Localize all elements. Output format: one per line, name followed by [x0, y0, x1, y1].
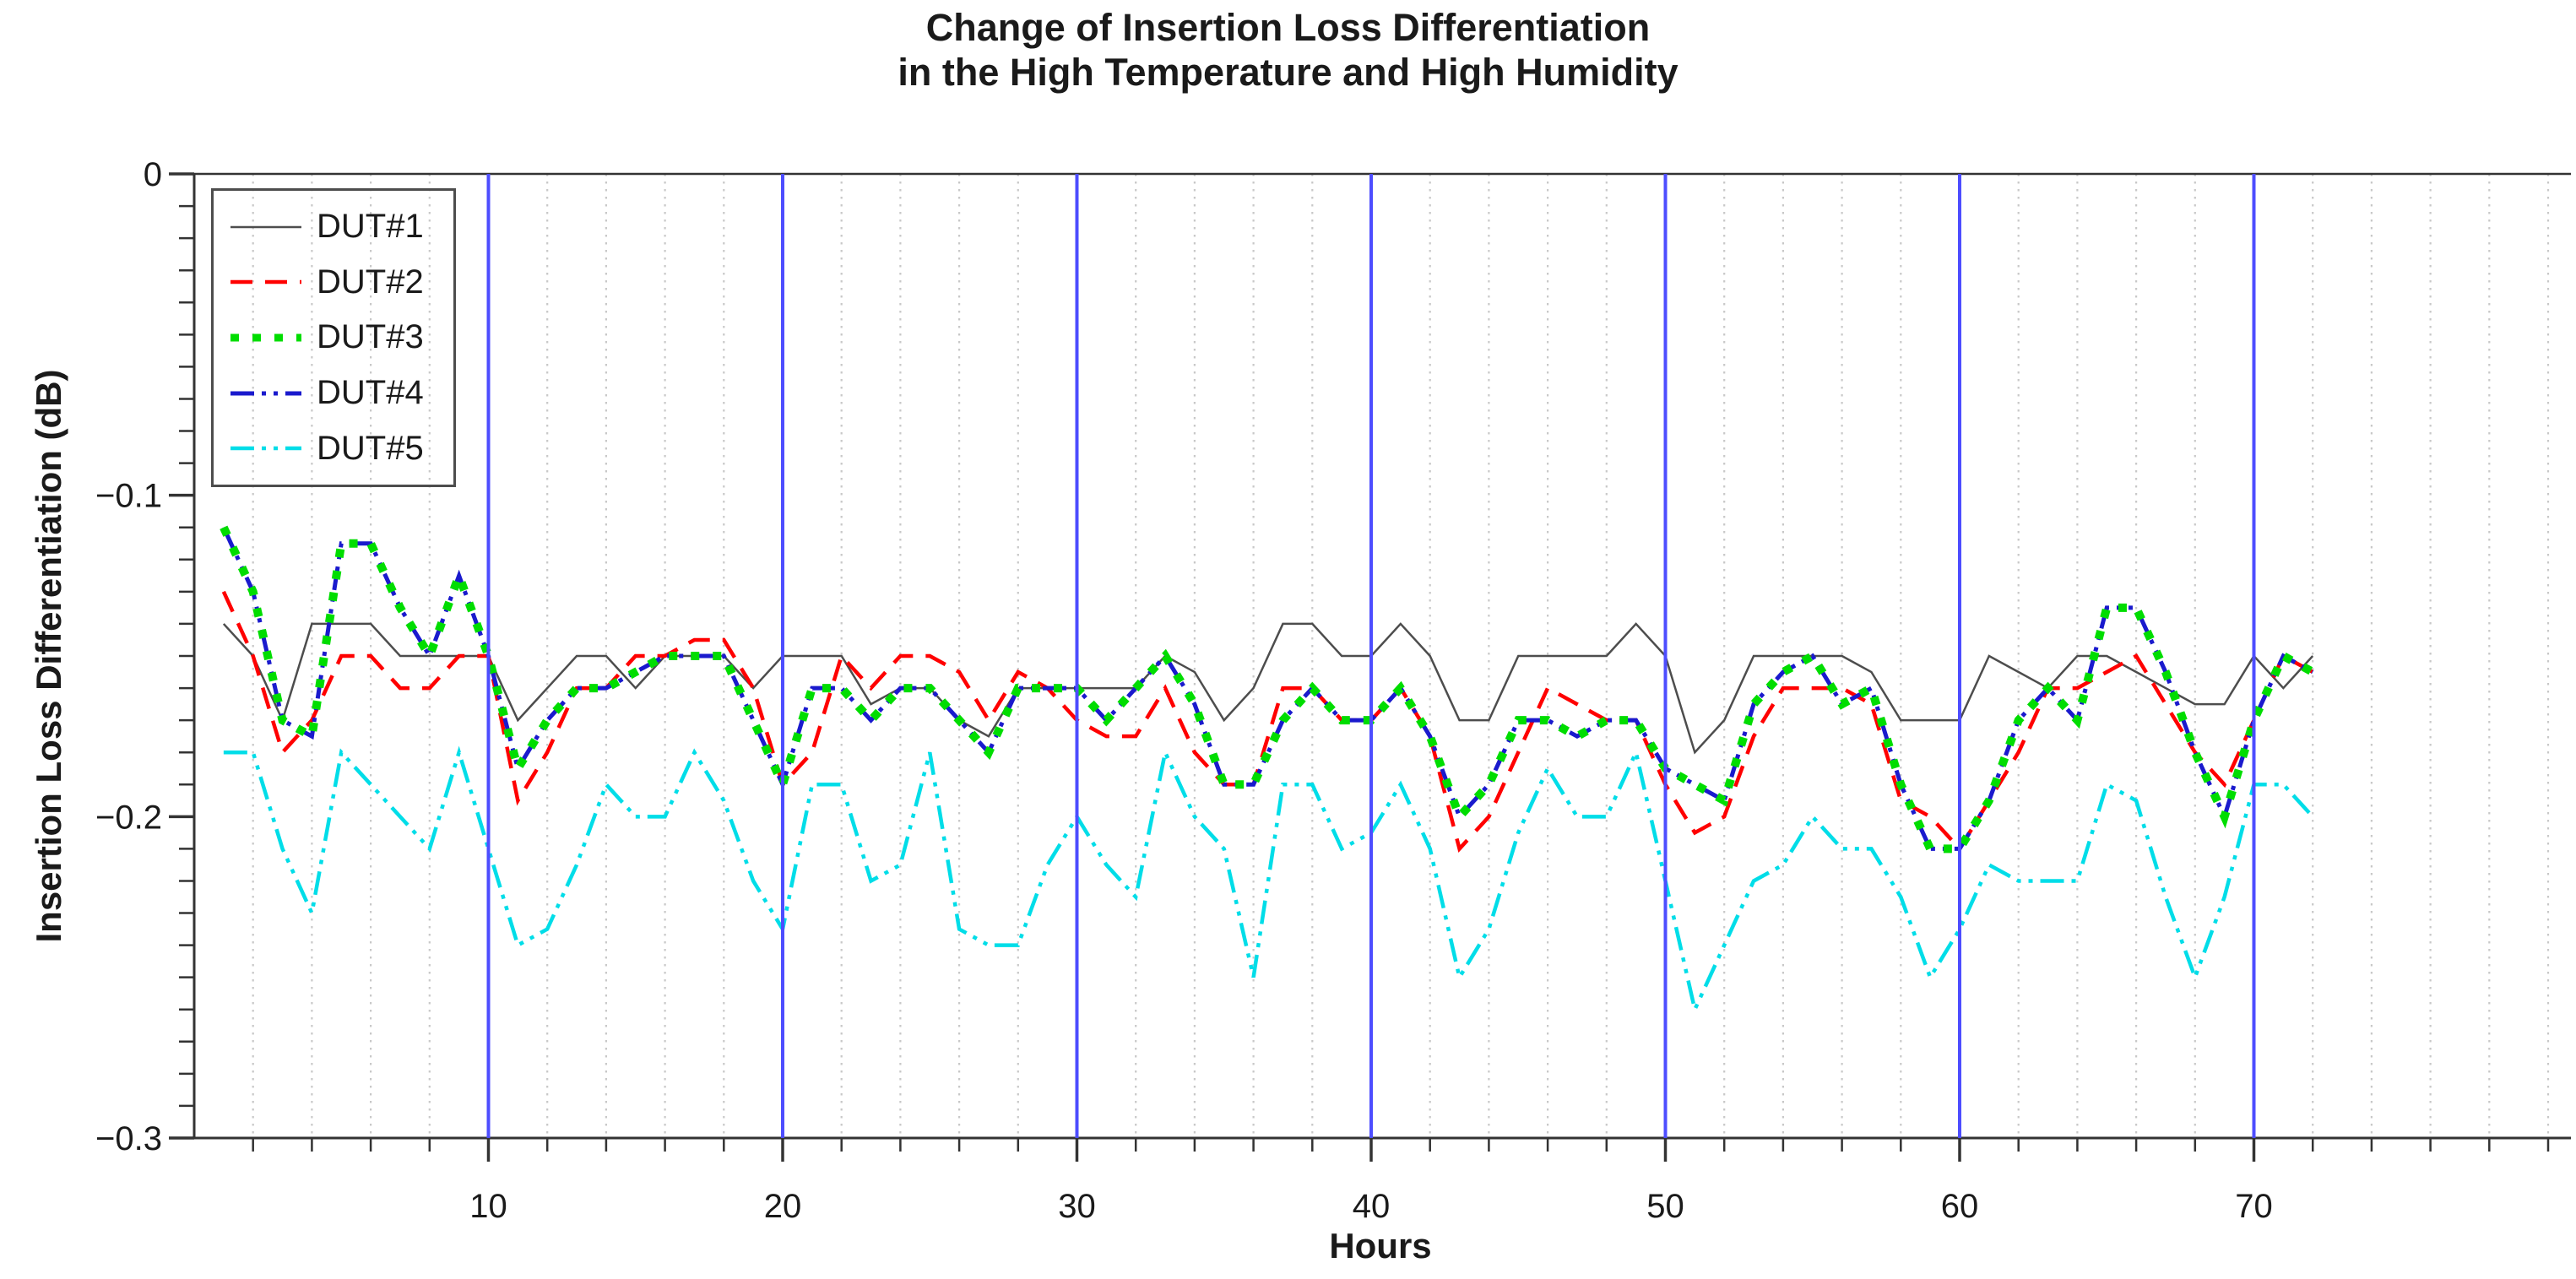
series-line-dut4	[221, 526, 2314, 851]
x-tick-label: 50	[1646, 1188, 1684, 1225]
legend-item-label: DUT#1	[317, 208, 424, 246]
legend-item: DUT#3	[214, 318, 453, 356]
x-tick-label: 30	[1058, 1188, 1096, 1225]
legend-item: DUT#4	[214, 374, 453, 412]
series-line-dut5	[223, 745, 2314, 1016]
y-axis-label: Insertion Loss Differentiation (dB)	[29, 369, 68, 943]
legend-line-sample-icon	[230, 333, 301, 342]
y-tick-label: −0.2	[95, 799, 162, 836]
legend-item: DUT#2	[214, 263, 453, 301]
y-tick-label: −0.1	[95, 478, 162, 515]
x-tick-label: 10	[469, 1188, 507, 1225]
legend-item-label: DUT#4	[317, 374, 424, 412]
x-tick-label: 20	[764, 1188, 802, 1225]
chart-title-line-1: Change of Insertion Loss Differentiation	[925, 6, 1651, 49]
chart-title: Change of Insertion Loss Differentiation…	[0, 5, 2576, 95]
x-tick-label: 40	[1353, 1188, 1391, 1225]
x-axis-label: Hours	[1329, 1226, 1432, 1265]
legend-item-label: DUT#2	[317, 263, 424, 301]
legend-item: DUT#1	[214, 208, 453, 246]
legend-line-sample-icon	[230, 225, 301, 229]
series-line-dut1	[222, 622, 2314, 755]
legend-line-sample-icon	[230, 391, 301, 396]
legend-line-sample-icon	[230, 446, 301, 451]
legend-item-label: DUT#3	[317, 318, 424, 356]
legend-item: DUT#5	[214, 430, 453, 468]
series-line-dut2	[221, 590, 2314, 853]
legend: DUT#1 DUT#2 DUT#3 DUT#4 DUT#5	[211, 188, 456, 487]
legend-item-label: DUT#5	[317, 429, 424, 467]
y-tick-label: 0	[144, 156, 162, 193]
chart-title-line-2: in the High Temperature and High Humidit…	[898, 51, 1678, 94]
series-line-dut3	[220, 525, 2315, 854]
y-tick-label: −0.3	[95, 1120, 162, 1157]
legend-line-sample-icon	[230, 280, 301, 285]
x-tick-label: 60	[1941, 1188, 1979, 1225]
x-tick-label: 70	[2235, 1188, 2273, 1225]
